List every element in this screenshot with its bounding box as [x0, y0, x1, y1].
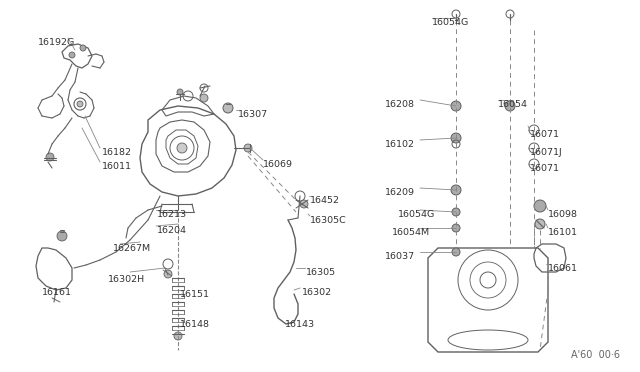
- Text: 16305: 16305: [306, 268, 336, 277]
- Circle shape: [451, 185, 461, 195]
- Text: 16192G: 16192G: [38, 38, 76, 47]
- Text: 16054G: 16054G: [432, 18, 469, 27]
- Circle shape: [505, 101, 515, 111]
- Text: 16209: 16209: [385, 188, 415, 197]
- Text: 16054M: 16054M: [392, 228, 430, 237]
- Text: 16182: 16182: [102, 148, 132, 157]
- Text: 16143: 16143: [285, 320, 315, 329]
- Circle shape: [57, 231, 67, 241]
- Circle shape: [452, 208, 460, 216]
- Text: 16148: 16148: [180, 320, 210, 329]
- Text: 16071J: 16071J: [530, 148, 563, 157]
- Circle shape: [300, 200, 308, 208]
- Circle shape: [46, 153, 54, 161]
- Text: 16302H: 16302H: [108, 275, 145, 284]
- Text: 16098: 16098: [548, 210, 578, 219]
- Text: 16054: 16054: [498, 100, 528, 109]
- Circle shape: [452, 224, 460, 232]
- Circle shape: [244, 144, 252, 152]
- Text: 16204: 16204: [157, 226, 187, 235]
- Text: 16061: 16061: [548, 264, 578, 273]
- Circle shape: [80, 45, 86, 51]
- Circle shape: [177, 89, 183, 95]
- Text: 16069: 16069: [263, 160, 293, 169]
- Circle shape: [452, 248, 460, 256]
- Text: 16102: 16102: [385, 140, 415, 149]
- Text: 16452: 16452: [310, 196, 340, 205]
- Text: 16267M: 16267M: [113, 244, 151, 253]
- Circle shape: [535, 219, 545, 229]
- Text: 16307: 16307: [238, 110, 268, 119]
- Text: 16011: 16011: [102, 162, 132, 171]
- Circle shape: [534, 200, 546, 212]
- Text: 16208: 16208: [385, 100, 415, 109]
- Text: 16213: 16213: [157, 210, 187, 219]
- Circle shape: [451, 101, 461, 111]
- Text: 16302: 16302: [302, 288, 332, 297]
- Circle shape: [223, 103, 233, 113]
- Circle shape: [451, 133, 461, 143]
- Text: 16071: 16071: [530, 130, 560, 139]
- Text: 16161: 16161: [42, 288, 72, 297]
- Text: 16151: 16151: [180, 290, 210, 299]
- Circle shape: [77, 101, 83, 107]
- Circle shape: [177, 143, 187, 153]
- Circle shape: [69, 52, 75, 58]
- Text: 16305C: 16305C: [310, 216, 347, 225]
- Circle shape: [164, 270, 172, 278]
- Text: 16071: 16071: [530, 164, 560, 173]
- Circle shape: [174, 332, 182, 340]
- Text: A'60  00·6: A'60 00·6: [571, 350, 620, 360]
- Circle shape: [200, 94, 208, 102]
- Text: 16101: 16101: [548, 228, 578, 237]
- Text: 16054G: 16054G: [398, 210, 435, 219]
- Text: 16037: 16037: [385, 252, 415, 261]
